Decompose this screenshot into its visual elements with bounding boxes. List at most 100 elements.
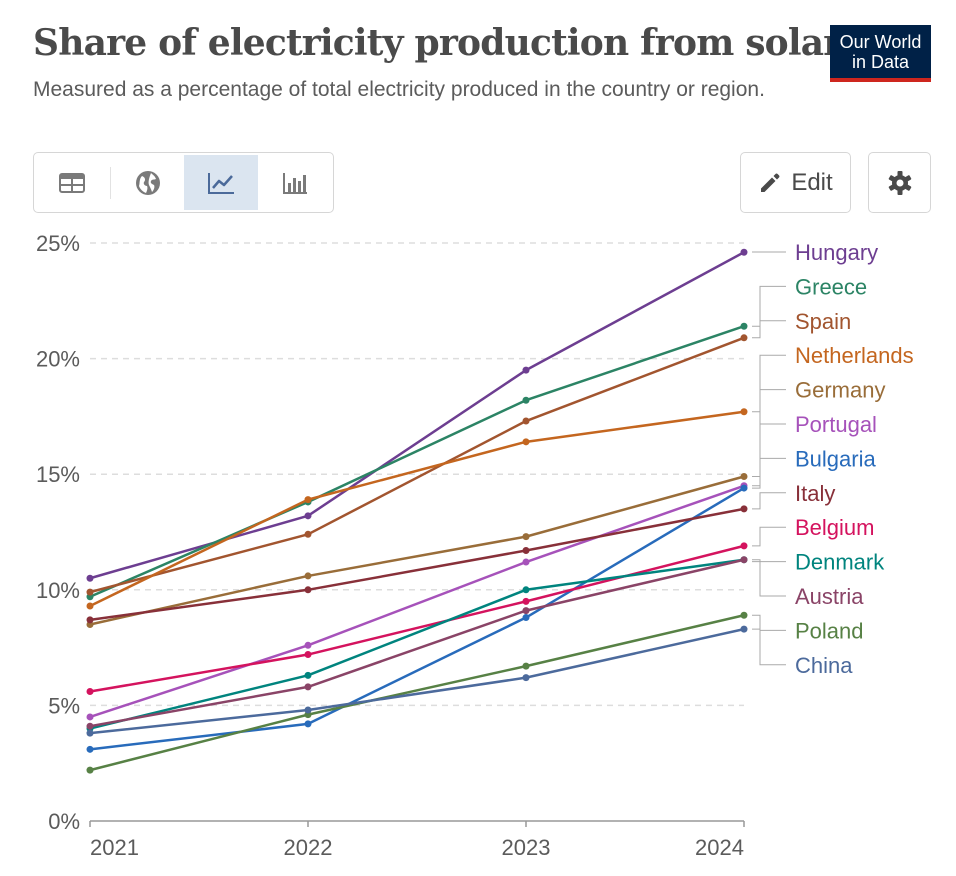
data-point-china[interactable]: [740, 625, 748, 633]
legend-leader-poland: [752, 614, 786, 631]
x-tick-label: 2021: [90, 835, 139, 860]
legend-label-germany[interactable]: Germany: [795, 378, 885, 403]
legend-label-belgium[interactable]: Belgium: [795, 515, 874, 540]
tab-map[interactable]: [112, 155, 184, 210]
data-point-netherlands[interactable]: [522, 438, 530, 446]
data-point-hungary[interactable]: [304, 512, 312, 520]
tab-table[interactable]: [36, 155, 108, 210]
logo-line-2: in Data: [851, 52, 910, 72]
series-line-denmark[interactable]: [89, 558, 745, 730]
pencil-icon: [761, 173, 780, 192]
legend-leader-spain: [752, 320, 786, 339]
y-tick-label: 5%: [48, 693, 80, 718]
data-point-greece[interactable]: [522, 396, 530, 404]
data-point-netherlands[interactable]: [304, 496, 312, 504]
series-line-austria[interactable]: [89, 558, 745, 728]
data-point-italy[interactable]: [522, 546, 530, 554]
data-point-bulgaria[interactable]: [304, 720, 312, 728]
legend-label-austria[interactable]: Austria: [795, 584, 864, 609]
legend-label-bulgaria[interactable]: Bulgaria: [795, 446, 876, 471]
data-point-china[interactable]: [522, 674, 530, 682]
legend-label-spain[interactable]: Spain: [795, 309, 851, 334]
data-point-germany[interactable]: [304, 572, 312, 580]
series-line-portugal[interactable]: [89, 484, 745, 719]
series-line-greece[interactable]: [89, 325, 745, 598]
data-point-austria[interactable]: [522, 607, 530, 615]
data-point-spain[interactable]: [522, 417, 530, 425]
data-point-bulgaria[interactable]: [522, 614, 530, 622]
data-point-china[interactable]: [304, 706, 312, 714]
legend-label-hungary[interactable]: Hungary: [795, 240, 878, 265]
legend-leader-netherlands: [752, 354, 786, 413]
legend-label-netherlands[interactable]: Netherlands: [795, 343, 914, 368]
legend-leader-italy: [752, 492, 786, 510]
line-chart-icon: [208, 172, 234, 194]
data-point-belgium[interactable]: [304, 651, 312, 659]
data-point-portugal[interactable]: [304, 641, 312, 649]
owid-logo[interactable]: Our World in Data: [830, 25, 931, 82]
bar-chart-icon: [283, 172, 307, 194]
data-point-portugal[interactable]: [86, 713, 94, 721]
series-line-poland[interactable]: [89, 614, 745, 772]
chart-title: Share of electricity production from sol…: [33, 22, 842, 64]
data-point-bulgaria[interactable]: [740, 484, 748, 492]
data-point-belgium[interactable]: [522, 597, 530, 605]
data-point-hungary[interactable]: [522, 366, 530, 374]
y-tick-label: 25%: [36, 231, 80, 256]
chart-subtitle: Measured as a percentage of total electr…: [33, 78, 765, 101]
data-point-italy[interactable]: [740, 505, 748, 513]
data-point-poland[interactable]: [740, 611, 748, 619]
y-tick-label: 15%: [36, 462, 80, 487]
data-point-spain[interactable]: [86, 588, 94, 596]
data-point-netherlands[interactable]: [740, 408, 748, 416]
settings-button[interactable]: [868, 152, 931, 213]
data-point-spain[interactable]: [740, 334, 748, 342]
series-line-italy[interactable]: [89, 507, 745, 622]
data-point-germany[interactable]: [522, 533, 530, 541]
data-point-poland[interactable]: [522, 662, 530, 670]
legend-label-portugal[interactable]: Portugal: [795, 412, 877, 437]
legend-label-china[interactable]: China: [795, 653, 853, 678]
tab-bar-chart[interactable]: [258, 155, 332, 210]
series-line-germany[interactable]: [89, 475, 745, 626]
data-point-greece[interactable]: [740, 322, 748, 330]
legend-leader-bulgaria: [752, 457, 786, 489]
data-point-germany[interactable]: [740, 473, 748, 481]
data-point-hungary[interactable]: [740, 248, 748, 256]
series-line-netherlands[interactable]: [89, 410, 745, 608]
legend-leader-belgium: [752, 526, 786, 547]
data-point-belgium[interactable]: [86, 688, 94, 696]
series-line-spain[interactable]: [89, 336, 745, 594]
data-point-austria[interactable]: [304, 683, 312, 691]
tab-divider: [110, 167, 111, 199]
series-line-china[interactable]: [89, 627, 745, 735]
legend-leader-greece: [752, 285, 786, 327]
legend-label-poland[interactable]: Poland: [795, 618, 864, 643]
tab-chart[interactable]: [184, 155, 258, 210]
data-point-china[interactable]: [86, 729, 94, 737]
data-point-hungary[interactable]: [86, 574, 94, 582]
x-tick-label: 2024: [695, 835, 744, 860]
series-line-bulgaria[interactable]: [89, 486, 745, 751]
legend-leader-portugal: [752, 423, 786, 487]
legend-label-denmark[interactable]: Denmark: [795, 550, 885, 575]
data-point-austria[interactable]: [740, 556, 748, 564]
data-point-bulgaria[interactable]: [86, 745, 94, 753]
legend-label-italy[interactable]: Italy: [795, 481, 835, 506]
y-tick-label: 10%: [36, 578, 80, 603]
data-point-portugal[interactable]: [522, 558, 530, 566]
legend-leader-china: [752, 628, 786, 666]
data-point-denmark[interactable]: [522, 586, 530, 594]
data-point-denmark[interactable]: [304, 671, 312, 679]
data-point-austria[interactable]: [86, 722, 94, 730]
data-point-poland[interactable]: [86, 766, 94, 774]
data-point-spain[interactable]: [304, 530, 312, 538]
series-line-hungary[interactable]: [89, 251, 745, 580]
data-point-netherlands[interactable]: [86, 602, 94, 610]
data-point-italy[interactable]: [304, 586, 312, 594]
edit-button[interactable]: Edit: [740, 152, 851, 213]
data-point-belgium[interactable]: [740, 542, 748, 550]
data-point-italy[interactable]: [86, 616, 94, 624]
legend-label-greece[interactable]: Greece: [795, 274, 867, 299]
y-tick-label: 0%: [48, 809, 80, 834]
